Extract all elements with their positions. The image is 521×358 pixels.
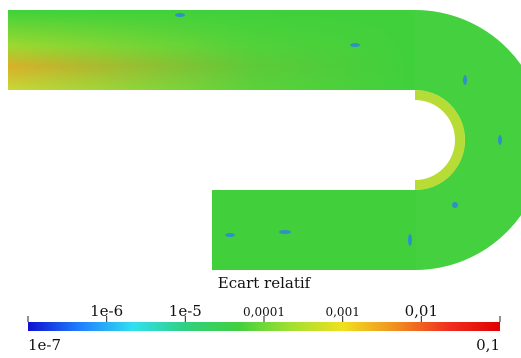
colorbar-title: Ecart relatif <box>218 274 312 292</box>
tick-label: 1e-6 <box>90 302 123 320</box>
field <box>8 10 521 270</box>
tick-label: 0,1 <box>476 336 500 354</box>
tick-label: 0,001 <box>325 305 359 319</box>
tick-label: 1e-7 <box>28 336 61 354</box>
tick-label: 1e-5 <box>169 302 202 320</box>
tick-label: 0,0001 <box>243 305 285 319</box>
tick-label: 0,01 <box>405 302 438 320</box>
colorbar <box>28 322 500 331</box>
